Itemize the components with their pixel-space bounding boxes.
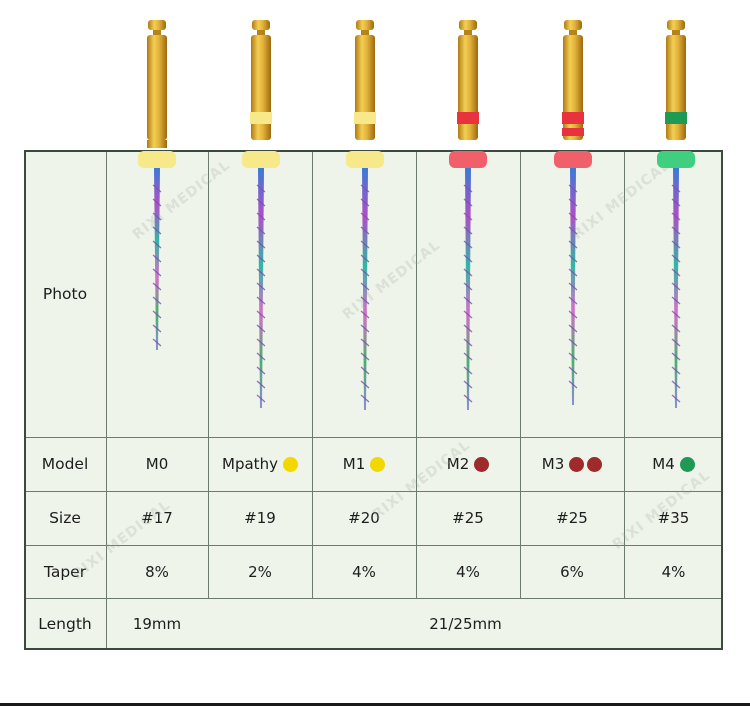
taper-cell-text: 2% <box>248 562 272 581</box>
column-divider <box>106 152 107 648</box>
file-band <box>665 112 687 124</box>
file-cap <box>564 20 582 30</box>
size-cell-text: #25 <box>556 509 588 527</box>
length-cell-m0: 19mm <box>106 598 208 650</box>
file-cap <box>356 20 374 30</box>
taper-cell: 4% <box>416 545 520 598</box>
model-cell-text: M1 <box>342 455 366 473</box>
spec-table: Photo Model Size Taper Length M0 #17 8% Mpathy #1… <box>24 150 723 650</box>
column-divider <box>520 152 521 598</box>
row-divider <box>26 545 721 546</box>
size-cell: #25 <box>520 491 624 545</box>
size-cell-text: #17 <box>141 509 173 527</box>
file-band <box>250 112 272 124</box>
length-cell-m0-text: 19mm <box>132 615 182 633</box>
model-cell-text: M3 <box>541 455 565 473</box>
row-divider <box>26 437 721 438</box>
length-cell-others-text: 21/25mm <box>429 615 502 633</box>
size-cell: #17 <box>106 491 208 545</box>
model-cell: M1 <box>312 437 416 491</box>
size-cell: #19 <box>208 491 312 545</box>
file-band <box>147 140 167 148</box>
model-cell: M2 <box>416 437 520 491</box>
bottom-rule <box>0 703 750 706</box>
file-band <box>562 128 584 136</box>
color-dot <box>474 456 490 472</box>
file-cap <box>148 20 166 30</box>
size-cell-text: #25 <box>452 509 484 527</box>
size-cell: #20 <box>312 491 416 545</box>
column-divider <box>624 152 625 598</box>
file-neck <box>464 30 472 35</box>
color-dot <box>679 456 695 472</box>
watermark-text: RIXI MEDICAL <box>129 156 234 244</box>
color-dot <box>282 456 298 472</box>
size-cell: #35 <box>624 491 723 545</box>
row-label-length-text: Length <box>38 615 92 633</box>
row-label-photo: Photo <box>24 150 106 437</box>
file-handle <box>251 35 271 140</box>
file-neck <box>361 30 369 35</box>
row-label-taper-text: Taper <box>43 562 87 581</box>
file-handle <box>355 35 375 140</box>
file-cap <box>459 20 477 30</box>
file-band <box>457 112 479 124</box>
file-handle <box>563 35 583 140</box>
column-divider <box>208 152 209 598</box>
model-cell: M4 <box>624 437 723 491</box>
model-cell: M0 <box>106 437 208 491</box>
taper-cell-text: 4% <box>456 562 480 581</box>
taper-cell: 8% <box>106 545 208 598</box>
file-cap <box>667 20 685 30</box>
size-cell-text: #19 <box>244 509 276 527</box>
file-neck <box>569 30 577 35</box>
taper-cell-text: 4% <box>352 562 376 581</box>
file-band <box>562 112 584 124</box>
size-cell: #25 <box>416 491 520 545</box>
row-divider <box>26 491 721 492</box>
size-cell-text: #35 <box>657 509 690 527</box>
model-cell-text: M0 <box>145 455 169 473</box>
file-handle <box>147 35 167 140</box>
row-label-model: Model <box>24 437 106 491</box>
file-handle <box>666 35 686 140</box>
column-divider <box>416 152 417 598</box>
row-label-taper: Taper <box>24 545 106 598</box>
file-neck <box>153 30 161 35</box>
taper-cell: 6% <box>520 545 624 598</box>
model-cell: M3 <box>520 437 624 491</box>
row-label-length: Length <box>24 598 106 650</box>
color-dot <box>569 456 585 472</box>
model-cell-text: Mpathy <box>222 455 278 473</box>
taper-cell-text: 4% <box>661 562 686 581</box>
length-cell-others: 21/25mm <box>208 598 723 650</box>
row-divider <box>26 598 721 599</box>
file-handle <box>458 35 478 140</box>
taper-cell-text: 8% <box>145 562 169 581</box>
watermark-text: RIXI MEDICAL <box>339 236 444 324</box>
row-label-size: Size <box>24 491 106 545</box>
model-cell: Mpathy <box>208 437 312 491</box>
taper-cell-text: 6% <box>560 562 584 581</box>
column-divider <box>312 152 313 598</box>
color-dot <box>370 456 386 472</box>
taper-cell: 4% <box>312 545 416 598</box>
file-neck <box>672 30 680 35</box>
taper-cell: 2% <box>208 545 312 598</box>
color-dot <box>587 456 603 472</box>
model-cell-text: M2 <box>446 455 470 473</box>
file-band <box>354 112 376 124</box>
file-neck <box>257 30 265 35</box>
taper-cell: 4% <box>624 545 723 598</box>
row-label-size-text: Size <box>49 509 81 527</box>
row-label-model-text: Model <box>41 455 89 473</box>
file-cap <box>252 20 270 30</box>
size-cell-text: #20 <box>348 509 380 527</box>
model-cell-text: M4 <box>652 455 675 473</box>
watermark-text: RIXI MEDICAL <box>569 156 674 244</box>
row-label-photo-text: Photo <box>42 284 88 303</box>
